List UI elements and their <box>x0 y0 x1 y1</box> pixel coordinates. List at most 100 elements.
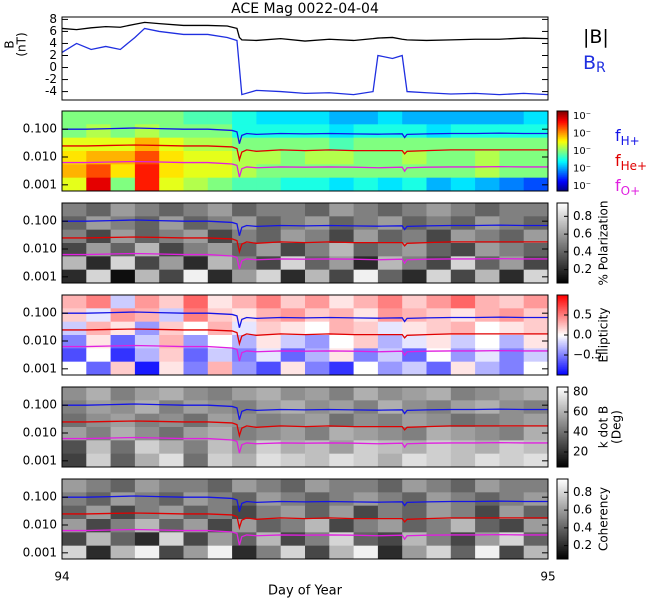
colorbar-segment <box>557 491 568 494</box>
heatmap-cell <box>353 413 379 428</box>
heatmap-cell <box>450 532 476 547</box>
colorbar-segment <box>557 233 568 236</box>
frequency-line <box>62 144 548 163</box>
y-tick-label: 0.010 <box>23 242 57 256</box>
heatmap-cell <box>353 440 379 455</box>
heatmap-cell <box>159 519 184 533</box>
heatmap-cell <box>159 453 184 468</box>
heatmap-cell <box>305 440 330 455</box>
heatmap-cell <box>62 413 87 428</box>
heatmap-cell <box>159 243 184 257</box>
colorbar-tick-label: 0.6 <box>573 227 592 241</box>
heatmap-cell <box>280 177 306 192</box>
heatmap-cell <box>402 335 427 349</box>
heatmap-cell <box>329 321 355 336</box>
heatmap-cell <box>207 203 233 217</box>
heatmap-cell <box>86 164 112 179</box>
heatmap-cell <box>207 164 233 179</box>
heatmap-cell <box>110 151 136 165</box>
colorbar-segment <box>557 305 568 308</box>
heatmap-cell <box>475 348 500 363</box>
y-tick-label: 0.100 <box>23 214 57 228</box>
colorbar-tick-label: 20 <box>573 445 588 459</box>
colorbar-segment <box>557 353 568 356</box>
colorbar-tick-label: 0.6 <box>573 503 592 517</box>
colorbar-segment <box>557 421 568 424</box>
heatmap-cell <box>353 269 379 284</box>
heatmap-cell <box>183 505 209 520</box>
colorbar-segment <box>557 459 568 462</box>
heatmap-cell <box>256 269 282 284</box>
y-tick-label: 8 <box>49 12 57 26</box>
colorbar-segment <box>557 549 568 552</box>
heatmap-cell <box>523 505 549 520</box>
heatmap-cell <box>475 545 500 560</box>
colorbar-segment <box>557 331 568 334</box>
heatmap-cell <box>159 361 184 376</box>
heatmap-cell <box>280 256 306 271</box>
heatmap-cell <box>353 124 379 139</box>
heatmap-cell <box>523 269 549 284</box>
heatmap-cell <box>426 321 452 336</box>
colorbar-segment <box>557 497 568 500</box>
heatmap-cell <box>329 519 355 533</box>
heatmap-cell <box>183 229 209 244</box>
heatmap-cell <box>450 308 476 323</box>
heatmap-cell <box>402 413 427 428</box>
colorbar-segment <box>557 485 568 488</box>
heatmap-cell <box>353 137 379 152</box>
legend-entry: BR <box>583 52 606 77</box>
colorbar-segment <box>557 441 568 444</box>
heatmap-cell <box>475 151 500 165</box>
heatmap-cell <box>475 492 500 507</box>
heatmap-cell <box>86 532 112 547</box>
x-axis-label: Day of Year <box>268 584 343 599</box>
heatmap-cell <box>329 124 355 139</box>
heatmap-cell <box>183 453 209 468</box>
colorbar-segment <box>557 455 568 458</box>
heatmap-cell <box>86 453 112 468</box>
heatmap-cell <box>256 177 282 192</box>
legend-entry: fH+ <box>615 126 640 148</box>
heatmap-cell <box>256 505 282 520</box>
heatmap-cell <box>353 479 379 493</box>
heatmap-cell <box>426 440 452 455</box>
heatmap-cell <box>499 295 525 309</box>
heatmap-cell <box>499 519 525 533</box>
heatmap-cell <box>523 335 549 349</box>
heatmap-cell <box>329 479 355 493</box>
heatmap-cell <box>159 256 184 271</box>
heatmap-cell <box>134 111 160 125</box>
heatmap-cell <box>232 519 257 533</box>
heatmap-cell <box>402 151 427 165</box>
heatmap-cell <box>402 203 427 217</box>
heatmap-cell <box>62 479 87 493</box>
colorbar-segment <box>557 509 568 512</box>
heatmap-cell <box>305 229 330 244</box>
heatmap-cell <box>207 453 233 468</box>
heatmap-cell <box>232 400 257 415</box>
colorbar-segment <box>557 279 568 282</box>
heatmap-cell <box>499 532 525 547</box>
colorbar-segment <box>557 419 568 422</box>
heatmap-cell <box>329 427 355 441</box>
heatmap-cell <box>475 335 500 349</box>
heatmap-cell <box>232 479 257 493</box>
heatmap-cell <box>256 545 282 560</box>
colorbar-segment <box>557 169 568 172</box>
colorbar-segment <box>557 153 568 156</box>
colorbar-segment <box>557 121 568 124</box>
legend-subscript: R <box>596 60 606 76</box>
heatmap-cell <box>183 308 209 323</box>
heatmap-cell <box>353 177 379 192</box>
heatmap-cell <box>499 308 525 323</box>
heatmap-cell <box>475 505 500 520</box>
heatmap-cell <box>426 453 452 468</box>
heatmap-cell <box>305 256 330 271</box>
colorbar-segment <box>557 505 568 508</box>
heatmap-cell <box>475 532 500 547</box>
colorbar-segment <box>557 207 568 210</box>
colorbar-segment <box>557 333 568 336</box>
heatmap-cell <box>499 256 525 271</box>
heatmap-cell <box>377 413 403 428</box>
